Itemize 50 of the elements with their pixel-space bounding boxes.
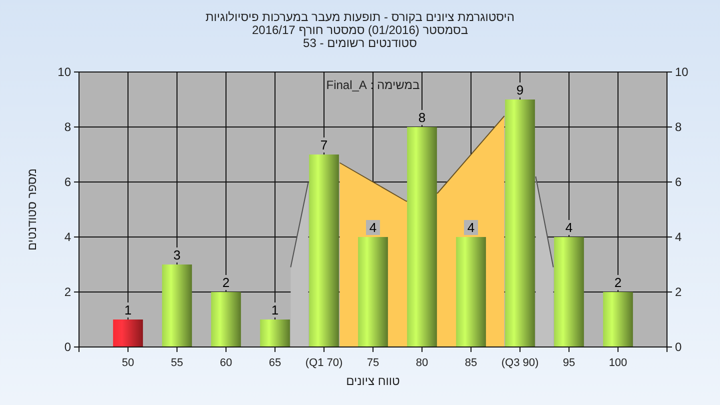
- y2-tick-label: 2: [675, 285, 682, 299]
- y-tick-label: 10: [58, 65, 72, 79]
- y-tick-label: 0: [64, 340, 72, 354]
- bar: [407, 127, 437, 347]
- x-tick-label: (Q1 70): [305, 357, 343, 369]
- data-label: 1: [271, 302, 279, 318]
- data-label: 4: [467, 220, 475, 235]
- x-tick-label: 75: [366, 357, 380, 369]
- y-tick-label: 2: [64, 285, 72, 299]
- bar: [456, 237, 486, 347]
- bar: [358, 237, 388, 347]
- bar: [113, 320, 143, 347]
- y-tick-label: 8: [64, 120, 72, 134]
- x-tick-label: 65: [268, 357, 282, 369]
- x-tick-label: 55: [170, 357, 184, 369]
- bar: [554, 237, 584, 347]
- y2-tick-label: 8: [675, 120, 682, 134]
- data-label: 2: [222, 275, 230, 290]
- data-label: 8: [418, 110, 426, 125]
- y-tick-label: 6: [64, 175, 72, 189]
- x-tick-label: 100: [608, 357, 628, 369]
- bar: [603, 292, 633, 347]
- bar: [309, 154, 339, 347]
- x-tick-label: (Q3 90): [501, 357, 539, 369]
- data-label: 4: [565, 220, 573, 235]
- y2-tick-label: 10: [675, 65, 689, 79]
- data-label: 2: [614, 275, 622, 290]
- y-axis-title: מספר סטודנטים: [25, 168, 39, 251]
- data-label: 1: [124, 302, 132, 318]
- y-tick-label: 4: [64, 230, 72, 244]
- x-tick-label: 80: [416, 357, 428, 369]
- data-label: 3: [173, 248, 181, 262]
- data-label: 9: [516, 82, 524, 98]
- y2-tick-label: 4: [675, 230, 682, 244]
- bar: [505, 100, 535, 347]
- y2-tick-label: 0: [675, 340, 682, 354]
- x-tick-label: 50: [122, 357, 134, 369]
- x-tick-label: 95: [562, 357, 576, 369]
- data-label: 4: [369, 220, 377, 235]
- chart-subtitle: בסמסטר (01/2016) סמסטר חורף 2016/17 סטודנטים רשומים - 53: [252, 23, 468, 50]
- chart-title: היסטוגרמת ציונים בקורס - תופעות מעבר במערכות פיסיולוגיות: [205, 10, 515, 24]
- annotation: במשימה : Final_A: [326, 78, 420, 92]
- x-tick-label: 60: [220, 357, 232, 369]
- bar: [211, 292, 241, 347]
- y2-tick-label: 6: [675, 175, 682, 189]
- bar: [162, 264, 192, 347]
- x-tick-label: 85: [464, 357, 478, 369]
- x-axis-title: טווח ציונים: [346, 374, 400, 388]
- bar: [260, 320, 290, 347]
- data-label: 7: [320, 138, 328, 152]
